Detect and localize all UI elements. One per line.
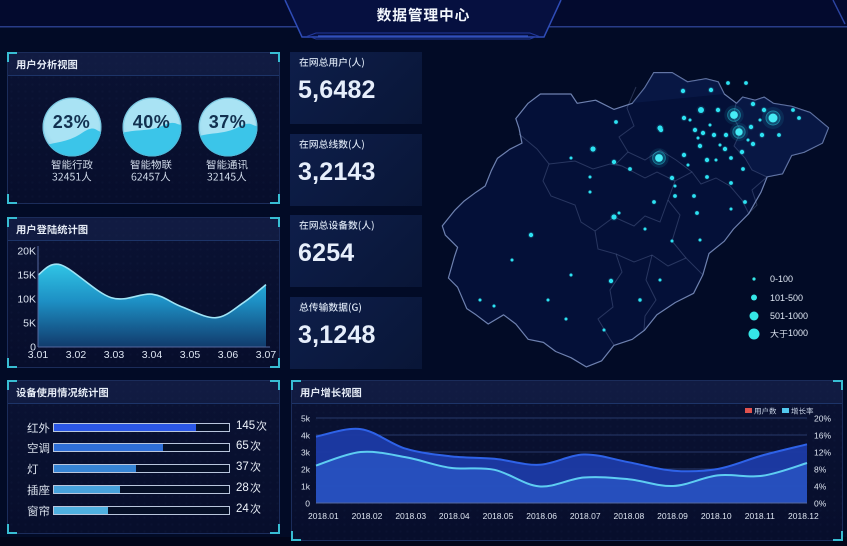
svg-text:3.06: 3.06 [218, 349, 239, 361]
svg-text:3.03: 3.03 [104, 349, 125, 361]
svg-text:0: 0 [30, 342, 36, 354]
svg-text:2018.08: 2018.08 [614, 511, 645, 521]
svg-text:3.05: 3.05 [180, 349, 201, 361]
svg-text:2018.04: 2018.04 [439, 511, 470, 521]
svg-text:20%: 20% [814, 414, 831, 424]
svg-text:2018.05: 2018.05 [483, 511, 514, 521]
svg-text:2018.01: 2018.01 [308, 511, 339, 521]
svg-text:2018.02: 2018.02 [352, 511, 383, 521]
svg-text:2018.10: 2018.10 [701, 511, 732, 521]
svg-text:2018.12: 2018.12 [788, 511, 819, 521]
svg-text:2k: 2k [301, 465, 311, 475]
svg-text:8%: 8% [814, 465, 827, 475]
svg-text:5k: 5k [301, 414, 311, 424]
svg-text:10K: 10K [17, 294, 36, 306]
svg-text:3.01: 3.01 [28, 349, 49, 361]
svg-text:2018.07: 2018.07 [570, 511, 601, 521]
svg-text:4%: 4% [814, 482, 827, 492]
svg-text:5K: 5K [23, 318, 36, 330]
svg-text:3k: 3k [301, 448, 311, 458]
svg-text:3.02: 3.02 [66, 349, 87, 361]
svg-text:4k: 4k [301, 431, 311, 441]
svg-text:0%: 0% [814, 499, 827, 509]
svg-text:20K: 20K [17, 246, 36, 258]
svg-text:16%: 16% [814, 431, 831, 441]
svg-text:2018.03: 2018.03 [395, 511, 426, 521]
svg-text:3.07: 3.07 [256, 349, 277, 361]
svg-text:15K: 15K [17, 270, 36, 282]
svg-text:2018.09: 2018.09 [657, 511, 688, 521]
svg-text:3.04: 3.04 [142, 349, 163, 361]
svg-text:1k: 1k [301, 482, 311, 492]
svg-text:2018.11: 2018.11 [745, 511, 775, 521]
svg-text:12%: 12% [814, 448, 831, 458]
svg-text:0: 0 [305, 499, 310, 509]
svg-text:2018.06: 2018.06 [526, 511, 557, 521]
